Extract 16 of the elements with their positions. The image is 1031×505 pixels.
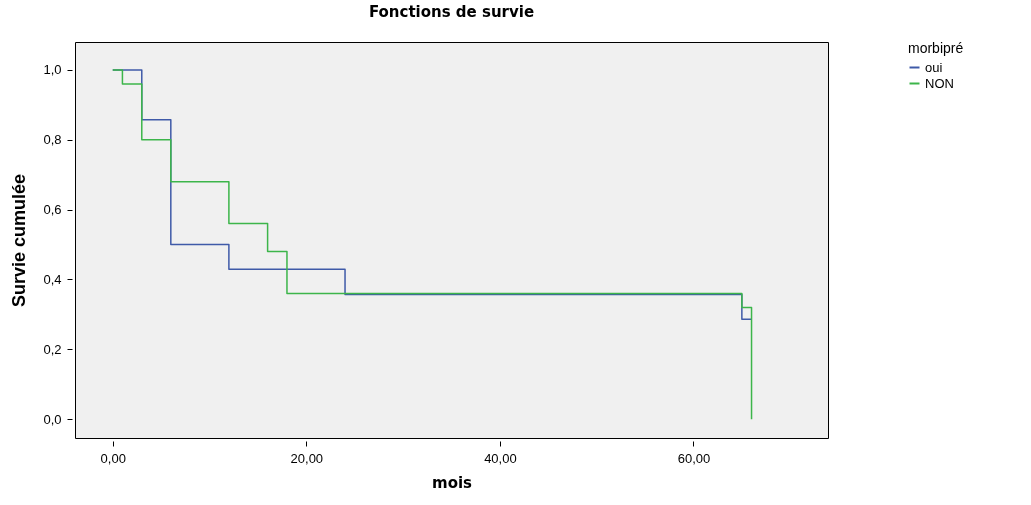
y-tick-label: 0,6 [43,202,62,218]
x-tick-label: 20,00 [290,450,324,466]
chart-title: Fonctions de survie [368,3,535,21]
y-tick-label: 0,4 [43,271,62,287]
x-tick-label: 60,00 [677,450,711,466]
y-axis-title: Survie cumulée [9,173,30,308]
x-axis-title: mois [431,473,473,492]
x-tick-label: 0,00 [100,450,126,466]
x-tick-label: 40,00 [484,450,517,466]
y-tick-label: 0,8 [43,132,62,148]
y-tick-label: 0,0 [43,411,62,427]
y-tick-label: 0,2 [43,341,62,357]
legend-label: oui [925,59,943,75]
legend-title: morbipré [908,40,964,56]
legend-label: NON [925,75,954,91]
y-tick-label: 1,0 [43,62,62,78]
